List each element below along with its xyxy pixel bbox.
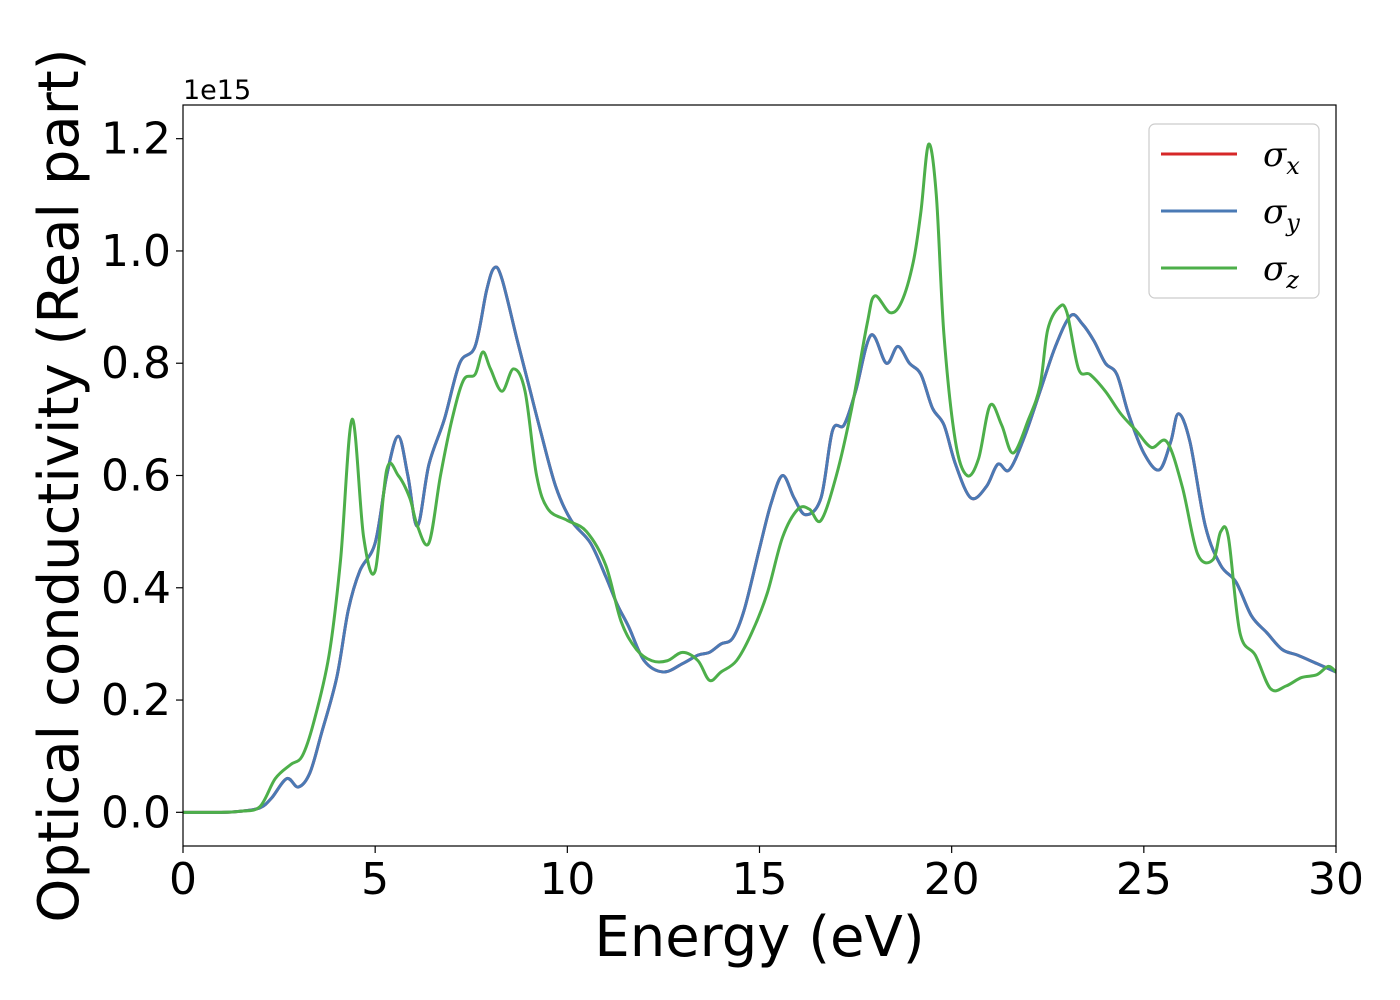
series-line-x xyxy=(183,265,1336,814)
series-line-y xyxy=(183,265,1336,814)
y-axis-title: Optical conductivity (Real part) xyxy=(27,48,92,922)
y-tick-label: 0.2 xyxy=(101,675,171,726)
x-tick-label: 10 xyxy=(539,854,595,905)
legend: σx σy σz xyxy=(1148,123,1320,299)
series-layer xyxy=(183,142,1336,814)
y-tick-label: 0.0 xyxy=(101,787,171,838)
x-tick-label: 30 xyxy=(1308,854,1364,905)
y-axis-ticks: 0.0 0.2 0.4 0.6 0.8 1.0 1.2 xyxy=(101,114,183,838)
x-tick-label: 15 xyxy=(732,854,788,905)
x-tick-label: 25 xyxy=(1116,854,1172,905)
y-tick-label: 0.6 xyxy=(101,451,171,502)
y-tick-label: 0.4 xyxy=(101,563,171,614)
x-tick-label: 5 xyxy=(361,854,389,905)
y-tick-label: 1.0 xyxy=(101,226,171,277)
x-axis-ticks: 0 5 10 15 20 25 30 xyxy=(169,846,1364,905)
x-axis-title: Energy (eV) xyxy=(594,905,924,970)
x-tick-label: 20 xyxy=(924,854,980,905)
legend-label-z: σz xyxy=(1263,249,1299,294)
y-offset-label: 1e15 xyxy=(183,75,251,106)
legend-label-y: σy xyxy=(1263,192,1300,237)
y-tick-label: 1.2 xyxy=(101,114,171,165)
x-tick-label: 0 xyxy=(169,854,197,905)
y-tick-label: 0.8 xyxy=(101,338,171,389)
legend-label-x: σx xyxy=(1263,135,1300,180)
series-line-z xyxy=(183,142,1336,814)
